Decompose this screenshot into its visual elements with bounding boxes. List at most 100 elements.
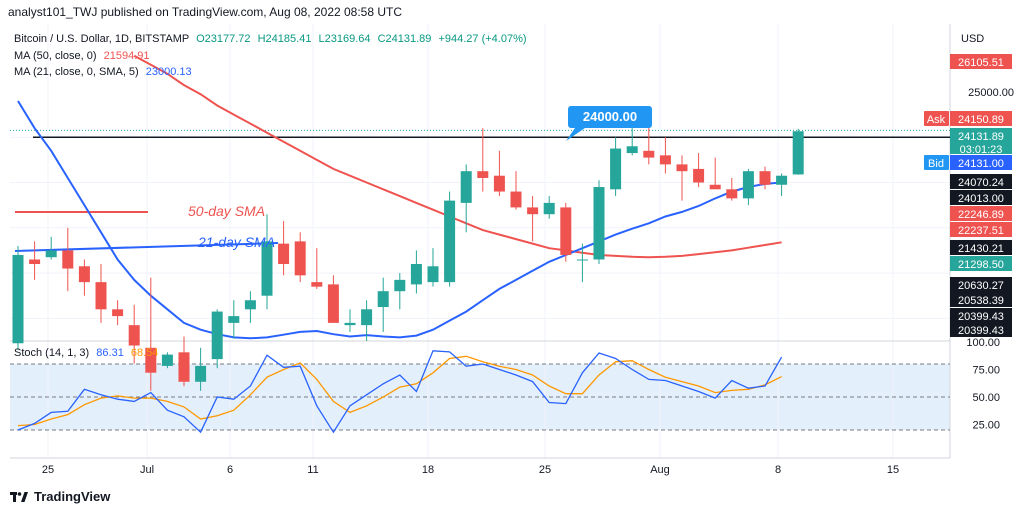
symbol-label: Bitcoin / U.S. Dollar, 1D, BITSTAMP [14,33,190,45]
ma21-series-line [17,100,782,340]
time-tick-label: Aug [650,464,670,476]
stoch-tick-label: 25.00 [972,420,1000,432]
time-tick-label: 11 [307,464,318,476]
ma50-label: MA (50, close, 0) [14,50,97,62]
price-axis-tag-label: 03:01:23 [960,144,1003,156]
sma21-drawn-line [14,242,279,252]
candle-body [211,311,223,360]
candle-body [776,175,788,185]
candle-body [410,264,422,285]
candle-body [659,155,671,165]
price-axis-tag-label: 22237.51 [958,225,1004,237]
candle-body [228,316,240,323]
price-axis-tag-label: 24013.00 [958,193,1004,205]
price-axis-tag [950,111,1012,126]
candle-body [95,282,107,310]
price-axis-tag [950,308,1012,323]
legend-stoch: Stoch (14, 1, 3) 86.31 68.54 [14,347,158,359]
ma21-label: MA (21, close, 0, SMA, 5) [14,66,139,78]
price-axis-tag-label: 20399.43 [958,325,1004,337]
candle-body [145,347,157,373]
price-axis-tag-label: 26105.51 [958,57,1004,69]
open-value: O23177.72 [196,33,251,45]
candle-body [493,175,505,192]
time-tick-label: 6 [227,464,233,476]
bid-tag [924,155,949,170]
price-axis-tag [950,256,1012,271]
candle-body [128,325,140,346]
price-axis-tag [950,190,1012,205]
ma50-series-line [133,54,782,259]
price-axis-tag-label: 20630.27 [958,280,1004,292]
currency-label: USD [961,33,984,45]
candle-body [709,184,721,190]
callout-24000-box [568,106,652,128]
bid-tag-label: Bid [928,158,944,170]
time-tick-label: 8 [775,464,781,476]
candle-body [543,202,555,215]
stoch-d-line [17,355,782,427]
close-value: C24131.89 [377,33,432,45]
price-axis-tag [950,128,1012,141]
candle-body [244,300,256,310]
sma50-annotation: 50-day SMA [188,203,265,219]
candle-body [361,309,373,326]
price-axis-tag [950,54,1012,69]
low-value: L23169.64 [318,33,371,45]
time-tick-label: 15 [887,464,899,476]
publication-text: analyst101_TWJ published on TradingView.… [8,5,403,19]
price-axis-tag-label: 24131.89 [958,131,1004,143]
legend-ohlc: Bitcoin / U.S. Dollar, 1D, BITSTAMP O231… [14,33,527,45]
candle-body [726,189,738,199]
candle-body [78,266,90,283]
change-value: +944.27 (+4.07%) [438,33,527,45]
high-value: H24185.41 [257,33,312,45]
candle-body [676,164,688,172]
candle-body [643,150,655,158]
stoch-label: Stoch (14, 1, 3) [14,347,90,359]
candle-body [693,168,705,183]
callout-24000-label: 24000.00 [583,109,637,124]
price-axis-tag [950,222,1012,237]
candle-body [527,207,539,215]
candle-body [12,254,24,344]
candle-body [576,259,588,261]
price-axis-tag-label: 21430.21 [958,243,1004,255]
footer-brand[interactable]: TradingView [10,489,110,504]
candle-body [593,187,605,260]
time-tick-label: 18 [422,464,434,476]
price-axis-tag-label: 22246.89 [958,209,1004,221]
candle-body [195,365,207,382]
candle-body [112,309,124,317]
tradingview-logo-icon [10,491,28,502]
candle-body [444,200,456,283]
candle-body [311,282,323,287]
price-axis-tag [950,206,1012,221]
price-axis-tag [950,141,1012,154]
candle-body [62,250,74,269]
candle-body [261,241,273,296]
candle-body [45,250,57,258]
price-axis-tag-label: 20399.43 [958,311,1004,323]
legend-ma50: MA (50, close, 0) 21594.91 [14,50,150,62]
footer-brand-text: TradingView [34,489,111,504]
ask-tag-label: Ask [927,114,946,126]
candle-body [626,146,638,154]
price-axis-tag [950,155,1012,170]
candle-body [394,279,406,292]
candle-body [161,354,173,366]
stoch-k-line [17,350,783,434]
price-axis-tag [950,174,1012,189]
price-axis-tag-label: 21298.50 [958,259,1004,271]
candle-body [327,284,339,323]
candle-body [510,191,522,208]
candle-body [477,171,489,178]
price-axis-tag-label: 24150.89 [958,114,1004,126]
candle-body [294,241,306,276]
price-tick-label: 25000.00 [968,87,1014,99]
legend-ma21: MA (21, close, 0, SMA, 5) 23000.13 [14,66,192,78]
candle-body [460,171,472,203]
ma50-value: 21594.91 [103,50,150,62]
price-axis-tag-label: 24070.24 [958,177,1004,189]
